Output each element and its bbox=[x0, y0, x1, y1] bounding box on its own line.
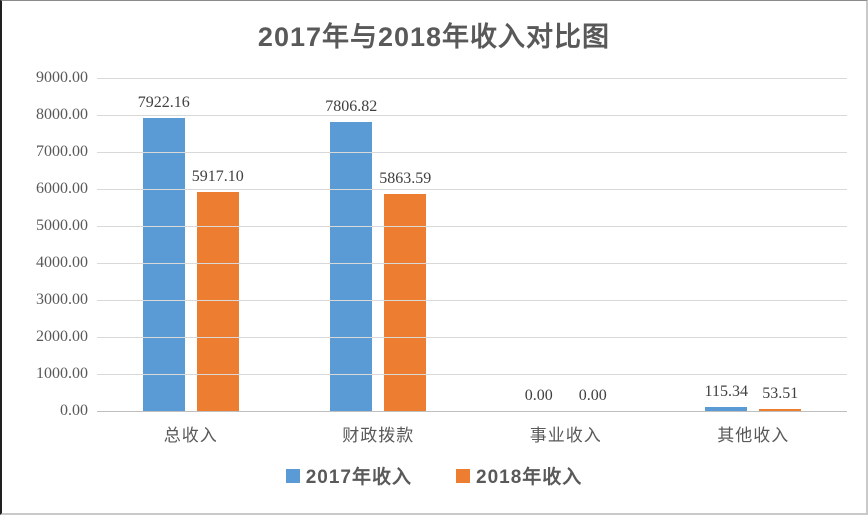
bar-pair: 7806.82 5863.59 bbox=[285, 78, 473, 411]
gridline bbox=[97, 226, 847, 227]
y-axis-tick-label: 1000.00 bbox=[36, 365, 88, 382]
plot-area: 7922.16 5917.10 7806.82 5863.59 0.00 0.00 115.… bbox=[97, 78, 847, 412]
bar: 53.51 bbox=[759, 385, 802, 411]
value-label: 115.34 bbox=[704, 382, 748, 400]
bar-group: 7922.16 5917.10 bbox=[97, 78, 285, 411]
chart-title: 2017年与2018年收入对比图 bbox=[257, 22, 611, 52]
y-axis-tick-label: 5000.00 bbox=[36, 217, 88, 234]
category-label: 财政拨款 bbox=[342, 426, 415, 445]
legend-item-2017: 2017年收入 bbox=[285, 462, 412, 489]
value-label: 7922.16 bbox=[137, 93, 190, 111]
category-label: 事业收入 bbox=[529, 426, 602, 445]
value-label: 0.00 bbox=[578, 387, 607, 404]
y-axis-tick-label: 6000.00 bbox=[36, 180, 88, 197]
bar: 7922.16 bbox=[138, 94, 190, 411]
bar-pair: 115.34 53.51 bbox=[660, 78, 848, 411]
bar: 7806.82 bbox=[325, 98, 377, 411]
category-label: 其他收入 bbox=[717, 426, 790, 445]
bar: 5917.10 bbox=[192, 168, 244, 411]
legend: 2017年收入 2018年收入 bbox=[2, 462, 866, 489]
gridline bbox=[97, 374, 847, 375]
bar-group: 7806.82 5863.59 bbox=[285, 78, 473, 411]
value-label: 0.00 bbox=[524, 387, 553, 404]
y-axis-tick-label: 2000.00 bbox=[36, 328, 88, 345]
legend-item-2018: 2018年收入 bbox=[456, 462, 582, 489]
bar-group: 0.00 0.00 bbox=[472, 78, 660, 411]
bar: 115.34 bbox=[705, 383, 748, 411]
gridline bbox=[97, 152, 847, 153]
value-label: 5863.59 bbox=[379, 170, 432, 188]
gridline bbox=[97, 115, 847, 116]
legend-label-2018: 2018年收入 bbox=[476, 467, 583, 488]
y-axis-tick-label: 8000.00 bbox=[36, 106, 88, 123]
y-axis-tick-label: 0.00 bbox=[60, 402, 88, 419]
gridline bbox=[97, 78, 847, 79]
bar-pair: 7922.16 5917.10 bbox=[97, 78, 285, 411]
bar-group: 115.34 53.51 bbox=[660, 78, 848, 411]
y-axis-tick-label: 7000.00 bbox=[36, 143, 88, 160]
category-axis: 总收入 财政拨款 事业收入 其他收入 bbox=[97, 421, 847, 446]
category-label: 总收入 bbox=[163, 426, 218, 445]
legend-label-2017: 2017年收入 bbox=[305, 467, 412, 488]
value-label: 7806.82 bbox=[325, 98, 378, 116]
gridline bbox=[97, 337, 847, 338]
bar-groups: 7922.16 5917.10 7806.82 5863.59 0.00 0.00 115.… bbox=[97, 78, 847, 411]
legend-swatch-2018 bbox=[456, 468, 470, 483]
legend-swatch-2017 bbox=[285, 468, 300, 483]
gridline bbox=[97, 189, 847, 190]
gridline bbox=[97, 263, 847, 264]
value-label: 53.51 bbox=[762, 385, 799, 403]
value-label: 5917.10 bbox=[191, 168, 244, 186]
y-axis-tick-label: 3000.00 bbox=[36, 291, 88, 308]
gridline bbox=[97, 300, 847, 301]
y-axis-tick-label: 9000.00 bbox=[36, 69, 88, 86]
y-axis-tick-label: 4000.00 bbox=[36, 254, 88, 271]
bar-pair: 0.00 0.00 bbox=[472, 78, 660, 411]
